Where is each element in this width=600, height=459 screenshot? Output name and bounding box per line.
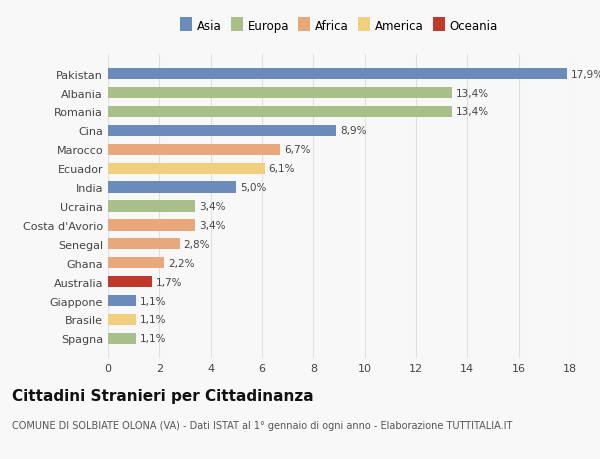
Text: 1,1%: 1,1%	[140, 315, 167, 325]
Text: 1,7%: 1,7%	[155, 277, 182, 287]
Bar	[108, 239, 180, 250]
Text: 3,4%: 3,4%	[199, 220, 226, 230]
Bar	[108, 163, 265, 174]
Bar	[108, 201, 195, 212]
Bar	[108, 333, 136, 344]
Bar	[108, 88, 452, 99]
Text: 1,1%: 1,1%	[140, 334, 167, 344]
Text: 6,1%: 6,1%	[268, 164, 295, 174]
Text: COMUNE DI SOLBIATE OLONA (VA) - Dati ISTAT al 1° gennaio di ogni anno - Elaboraz: COMUNE DI SOLBIATE OLONA (VA) - Dati IST…	[12, 420, 512, 430]
Bar	[108, 276, 152, 288]
Bar	[108, 295, 136, 307]
Bar	[108, 106, 452, 118]
Legend: Asia, Europa, Africa, America, Oceania: Asia, Europa, Africa, America, Oceania	[176, 16, 502, 38]
Text: 6,7%: 6,7%	[284, 145, 310, 155]
Text: 13,4%: 13,4%	[456, 107, 489, 117]
Text: 17,9%: 17,9%	[571, 69, 600, 79]
Bar	[108, 182, 236, 193]
Text: 2,8%: 2,8%	[184, 239, 210, 249]
Text: 2,2%: 2,2%	[169, 258, 195, 268]
Bar	[108, 314, 136, 325]
Text: 1,1%: 1,1%	[140, 296, 167, 306]
Text: 8,9%: 8,9%	[340, 126, 367, 136]
Text: 3,4%: 3,4%	[199, 202, 226, 212]
Text: 13,4%: 13,4%	[456, 89, 489, 98]
Bar	[108, 125, 337, 137]
Text: Cittadini Stranieri per Cittadinanza: Cittadini Stranieri per Cittadinanza	[12, 388, 314, 403]
Bar	[108, 257, 164, 269]
Text: 5,0%: 5,0%	[240, 183, 266, 193]
Bar	[108, 69, 568, 80]
Bar	[108, 144, 280, 156]
Bar	[108, 220, 195, 231]
